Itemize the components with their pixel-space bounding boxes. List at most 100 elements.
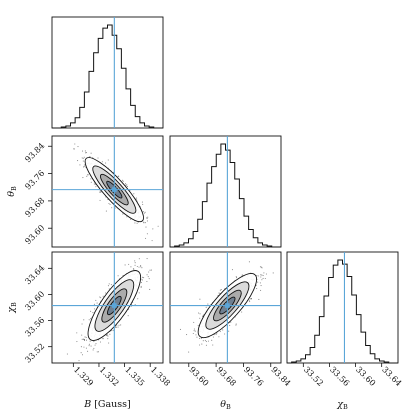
sample-point bbox=[81, 334, 83, 336]
sample-point bbox=[83, 339, 86, 341]
sample-point bbox=[179, 328, 181, 331]
x-tick-label-B: 1.335 bbox=[123, 364, 147, 388]
sample-point bbox=[126, 216, 128, 218]
sample-point bbox=[146, 218, 148, 220]
histogram-panel-theta_B bbox=[169, 135, 282, 248]
sample-point bbox=[85, 336, 87, 338]
sample-point bbox=[100, 297, 102, 299]
sample-point bbox=[105, 162, 107, 164]
sample-point bbox=[80, 352, 82, 354]
sample-point bbox=[106, 334, 108, 336]
histogram-step-theta_B bbox=[170, 143, 281, 248]
sample-point bbox=[192, 332, 194, 335]
sample-point bbox=[222, 329, 224, 331]
sample-point bbox=[107, 199, 109, 201]
panel-frame bbox=[286, 251, 399, 364]
sample-point bbox=[93, 341, 95, 343]
sample-point bbox=[140, 265, 142, 267]
sample-point bbox=[263, 272, 265, 274]
sample-point bbox=[88, 319, 90, 321]
panel-frame bbox=[51, 135, 164, 248]
sample-point bbox=[82, 177, 84, 179]
sample-point bbox=[95, 343, 97, 345]
sample-point bbox=[118, 175, 120, 177]
sample-point bbox=[260, 285, 262, 287]
sample-point bbox=[97, 157, 99, 159]
y-tick-label-theta_B: 93.84 bbox=[23, 141, 47, 165]
sample-point bbox=[100, 191, 102, 193]
sample-point bbox=[256, 288, 258, 290]
sample-point bbox=[107, 285, 109, 287]
sample-point bbox=[231, 269, 233, 271]
sample-point bbox=[81, 354, 84, 356]
sample-point bbox=[133, 193, 135, 195]
label-symbol: B bbox=[83, 399, 91, 410]
panel-frame bbox=[51, 16, 164, 129]
sample-point bbox=[149, 288, 151, 290]
sample-point bbox=[260, 266, 263, 268]
sample-point bbox=[95, 299, 97, 301]
sample-point bbox=[264, 277, 266, 280]
x-tick-label-chi_B: 33.60 bbox=[354, 364, 378, 388]
label-symbol: χ bbox=[6, 306, 17, 314]
sample-point bbox=[87, 174, 89, 176]
sample-point bbox=[236, 277, 238, 279]
sample-point bbox=[78, 360, 80, 362]
sample-point bbox=[136, 265, 138, 268]
x-tick-label-chi_B: 33.64 bbox=[380, 364, 404, 388]
sample-point bbox=[112, 330, 114, 332]
sample-point bbox=[205, 306, 207, 308]
y-axis-label-chi_B: χB bbox=[6, 302, 18, 314]
sample-point bbox=[230, 321, 232, 323]
sample-point bbox=[142, 276, 144, 278]
sample-point bbox=[248, 261, 250, 263]
sample-point bbox=[88, 343, 90, 345]
sample-point bbox=[260, 289, 262, 291]
sample-point bbox=[235, 276, 237, 278]
sample-point bbox=[205, 344, 207, 346]
sample-point bbox=[125, 184, 127, 186]
sample-point bbox=[93, 183, 95, 185]
sample-point bbox=[84, 336, 86, 338]
x-tick-label-B: 1.338 bbox=[149, 364, 173, 388]
label-subscript: B bbox=[226, 403, 231, 411]
sample-point bbox=[114, 207, 116, 209]
label-symbol: θ bbox=[220, 399, 226, 410]
label-subscript: B bbox=[10, 186, 18, 191]
sample-point bbox=[219, 330, 221, 333]
scatter-panel-B-theta_B bbox=[51, 135, 164, 248]
histogram-panel-B bbox=[51, 16, 164, 129]
sample-point bbox=[90, 345, 92, 347]
sample-point bbox=[195, 334, 197, 336]
sample-point bbox=[143, 277, 145, 279]
histogram-panel-chi_B bbox=[286, 251, 399, 364]
sample-point bbox=[105, 210, 107, 212]
sample-point bbox=[142, 211, 144, 213]
sample-point bbox=[134, 304, 136, 306]
histogram-step-B bbox=[52, 24, 163, 129]
sample-point bbox=[202, 340, 204, 342]
sample-point bbox=[138, 266, 140, 268]
sample-point bbox=[207, 340, 210, 342]
sample-point bbox=[197, 325, 199, 327]
sample-point bbox=[108, 283, 110, 285]
sample-point bbox=[138, 258, 140, 260]
sample-point bbox=[235, 324, 237, 326]
sample-point bbox=[74, 143, 76, 145]
sample-point bbox=[148, 278, 150, 280]
sample-point bbox=[143, 222, 145, 224]
sample-point bbox=[260, 274, 262, 276]
y-tick-label-theta_B: 93.68 bbox=[23, 195, 47, 219]
sample-point bbox=[128, 263, 130, 265]
sample-point bbox=[258, 298, 260, 300]
sample-point bbox=[108, 202, 110, 205]
sample-point bbox=[146, 258, 148, 260]
sample-point bbox=[86, 175, 88, 177]
y-tick-label-chi_B: 33.52 bbox=[23, 341, 47, 365]
sample-point bbox=[94, 183, 96, 185]
sample-point bbox=[83, 338, 85, 341]
sample-point bbox=[200, 337, 202, 340]
sample-point bbox=[102, 337, 104, 339]
sample-point bbox=[148, 271, 150, 273]
